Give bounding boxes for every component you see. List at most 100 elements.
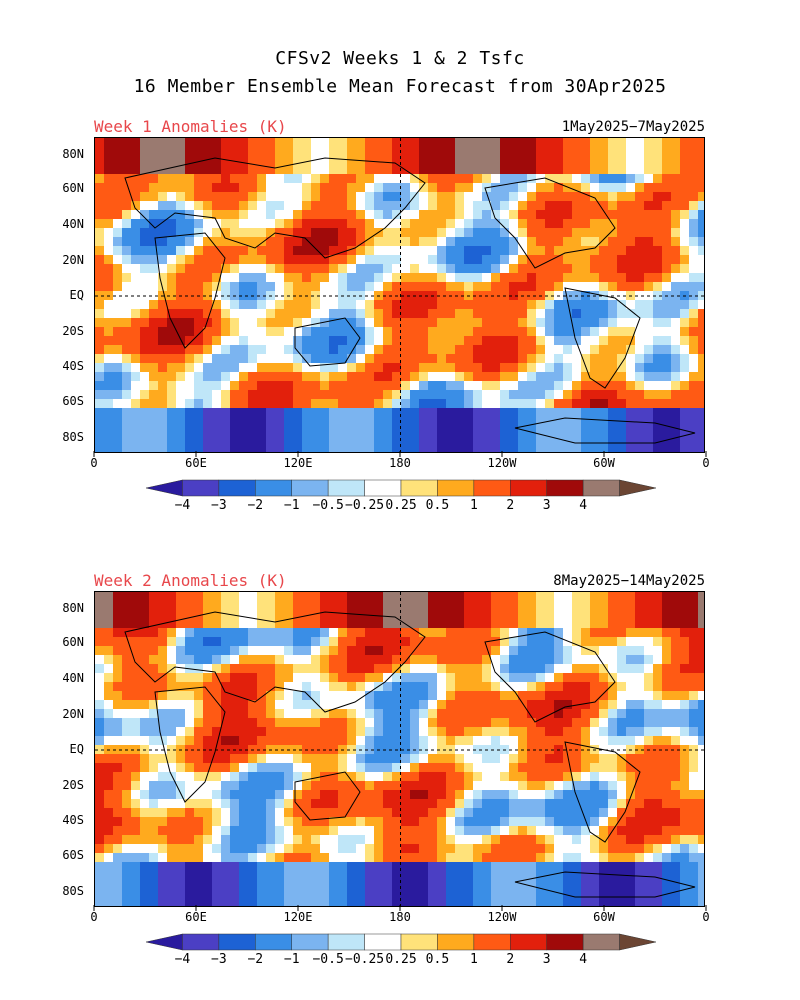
colorbar-label: −4 bbox=[174, 952, 191, 967]
colorbar-label: 3 bbox=[542, 498, 551, 513]
lat-label: 60N bbox=[62, 635, 84, 649]
colorbar-label: −0.25 bbox=[345, 952, 385, 967]
coastline bbox=[294, 771, 361, 821]
coastline bbox=[514, 871, 696, 898]
coastline bbox=[484, 177, 616, 269]
colorbar-swatch bbox=[437, 479, 475, 497]
lat-label: EQ bbox=[69, 288, 84, 302]
colorbar-swatch bbox=[364, 479, 402, 497]
anomaly-field bbox=[95, 592, 704, 906]
lon-label: 120W bbox=[487, 456, 517, 470]
coastline bbox=[564, 741, 641, 843]
lon-label: 60E bbox=[185, 456, 207, 470]
colorbar-label: −3 bbox=[211, 952, 227, 967]
colorbar-swatch bbox=[255, 479, 292, 497]
lat-label: 20S bbox=[62, 324, 84, 338]
lon-label: 180 bbox=[389, 910, 411, 924]
colorbar-label: −0.25 bbox=[345, 498, 385, 513]
week2-anomaly-map bbox=[94, 591, 705, 907]
colorbar-swatch bbox=[546, 479, 584, 497]
panel2-date: 8May2025−14May2025 bbox=[553, 573, 705, 589]
colorbar-swatch bbox=[473, 933, 511, 951]
colorbar-swatch bbox=[619, 479, 656, 497]
colorbar-swatch bbox=[327, 933, 365, 951]
colorbar-swatch bbox=[182, 479, 220, 497]
colorbar-label: 0.25 bbox=[385, 498, 417, 513]
colorbar-swatch bbox=[546, 933, 584, 951]
colorbar-swatch bbox=[255, 933, 292, 951]
lat-label: 80N bbox=[62, 601, 84, 615]
coastline bbox=[514, 417, 696, 444]
anomaly-field bbox=[95, 138, 704, 452]
lat-label: 80S bbox=[62, 430, 84, 444]
colorbar-swatch bbox=[400, 479, 438, 497]
colorbar-label: −2 bbox=[247, 498, 264, 513]
colorbar-swatch bbox=[473, 479, 511, 497]
coastline bbox=[154, 686, 226, 803]
colorbar-label: 1 bbox=[469, 952, 478, 967]
lon-label: 120E bbox=[283, 456, 313, 470]
lon-label: 60W bbox=[593, 910, 615, 924]
lat-label: 60S bbox=[62, 848, 84, 862]
coastline bbox=[484, 631, 616, 723]
title-line-2: 16 Member Ensemble Mean Forecast from 30… bbox=[133, 76, 667, 97]
colorbar-label: −3 bbox=[211, 498, 227, 513]
coastline bbox=[154, 232, 226, 349]
colorbar-swatch bbox=[291, 933, 329, 951]
colorbar bbox=[146, 478, 656, 498]
lat-label: 40S bbox=[62, 813, 84, 827]
coastline bbox=[124, 157, 426, 259]
colorbar-swatch bbox=[146, 479, 183, 497]
colorbar-label: 1 bbox=[469, 498, 478, 513]
lon-ticks bbox=[93, 451, 707, 457]
lon-label: 120E bbox=[283, 910, 313, 924]
lon-label: 120W bbox=[487, 910, 517, 924]
lat-label: 40N bbox=[62, 217, 84, 231]
colorbar-swatch bbox=[582, 933, 620, 951]
colorbar-label: 4 bbox=[579, 498, 588, 513]
colorbar-swatch bbox=[619, 933, 656, 951]
panel2-label: Week 2 Anomalies (K) bbox=[94, 571, 287, 590]
coastline bbox=[124, 611, 426, 713]
panel1-date: 1May2025−7May2025 bbox=[561, 119, 705, 135]
lat-label: 80S bbox=[62, 884, 84, 898]
week1-anomaly-map bbox=[94, 137, 705, 453]
lat-label: 20S bbox=[62, 778, 84, 792]
colorbar-swatch bbox=[510, 479, 547, 497]
lat-label: 40N bbox=[62, 671, 84, 685]
colorbar-label: 0.5 bbox=[425, 498, 450, 513]
coastline bbox=[294, 317, 361, 367]
lat-label: 60N bbox=[62, 181, 84, 195]
lon-label: 0 bbox=[702, 456, 710, 470]
lon-label: 0 bbox=[90, 910, 98, 924]
lon-label: 0 bbox=[90, 456, 98, 470]
colorbar-label: −1 bbox=[283, 498, 300, 513]
colorbar-label: −0.5 bbox=[312, 498, 344, 513]
lon-label: 180 bbox=[389, 456, 411, 470]
lon-label: 60W bbox=[593, 456, 615, 470]
colorbar-label: −4 bbox=[174, 498, 191, 513]
colorbar-swatch bbox=[437, 933, 475, 951]
lat-label: 40S bbox=[62, 359, 84, 373]
colorbar-swatch bbox=[291, 479, 329, 497]
title-line-1: CFSv2 Weeks 1 & 2 Tsfc bbox=[275, 48, 525, 69]
lat-label: EQ bbox=[69, 742, 84, 756]
colorbar-swatch bbox=[218, 479, 256, 497]
colorbar-swatch bbox=[218, 933, 256, 951]
coastline bbox=[564, 287, 641, 389]
colorbar-swatch bbox=[364, 933, 402, 951]
colorbar-label: −2 bbox=[247, 952, 264, 967]
colorbar-swatch bbox=[400, 933, 438, 951]
colorbar-label: 2 bbox=[506, 952, 515, 967]
colorbar-swatch bbox=[510, 933, 547, 951]
colorbar-label: 2 bbox=[506, 498, 515, 513]
colorbar-swatch bbox=[182, 933, 220, 951]
lat-label: 20N bbox=[62, 707, 84, 721]
lat-label: 20N bbox=[62, 253, 84, 267]
colorbar-label: −0.5 bbox=[312, 952, 344, 967]
colorbar-label: −1 bbox=[283, 952, 300, 967]
panel1-label: Week 1 Anomalies (K) bbox=[94, 117, 287, 136]
colorbar-label: 0.5 bbox=[425, 952, 450, 967]
colorbar-swatch bbox=[582, 479, 620, 497]
lat-label: 60S bbox=[62, 394, 84, 408]
